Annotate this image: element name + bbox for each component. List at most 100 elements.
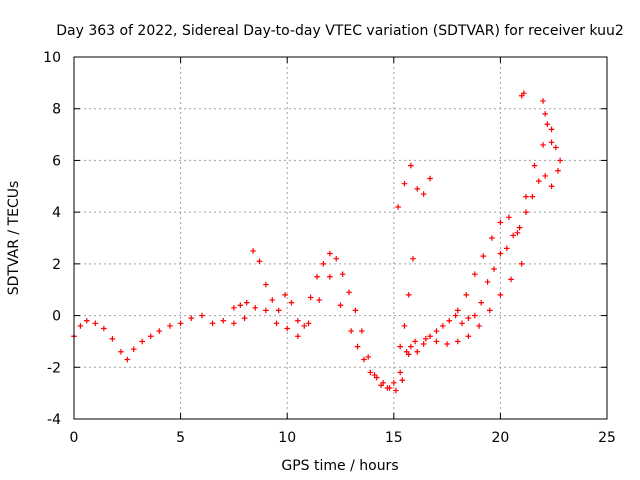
y-tick-label: 8 <box>52 102 61 118</box>
data-point <box>339 271 346 277</box>
data-point <box>478 299 485 306</box>
data-point <box>397 343 403 350</box>
data-point <box>454 307 461 314</box>
data-point <box>252 305 259 311</box>
data-point <box>548 183 555 190</box>
data-point <box>263 307 269 314</box>
data-point <box>401 180 408 187</box>
data-point <box>295 317 301 324</box>
data-point <box>508 276 514 283</box>
data-point <box>314 273 320 280</box>
chart-title: Day 363 of 2022, Sidereal Day-to-day VTE… <box>56 23 624 39</box>
x-tick-label: 25 <box>598 430 616 446</box>
data-point <box>397 369 403 376</box>
y-tick-label: 0 <box>52 309 61 325</box>
y-tick-label: 4 <box>52 205 61 221</box>
data-point <box>361 356 367 363</box>
data-point <box>410 255 416 262</box>
data-point <box>548 126 555 133</box>
data-point <box>489 235 495 241</box>
y-axis-label: SDTVAR / TECUs <box>6 181 22 296</box>
data-point <box>393 387 399 394</box>
data-point <box>521 90 527 96</box>
data-point <box>365 354 372 360</box>
data-point <box>199 312 205 319</box>
data-point <box>420 341 427 347</box>
data-point <box>333 255 340 262</box>
data-point <box>231 320 237 327</box>
data-point <box>405 292 412 298</box>
data-point <box>346 289 352 296</box>
plot-frame <box>73 56 608 420</box>
data-point <box>288 299 295 306</box>
y-tick-label: 6 <box>52 153 61 169</box>
data-point <box>92 320 99 327</box>
data-point <box>77 323 84 329</box>
data-point <box>427 333 433 340</box>
data-point <box>557 157 563 164</box>
data-point <box>535 178 542 184</box>
data-point <box>427 175 433 182</box>
data-point <box>503 245 510 252</box>
series-high-outliers <box>518 90 559 151</box>
data-point <box>256 258 263 265</box>
data-point <box>156 328 163 334</box>
data-point <box>497 292 504 298</box>
series-track-lower <box>231 261 525 394</box>
data-point <box>540 142 546 148</box>
data-point <box>352 307 359 314</box>
data-point <box>275 307 282 314</box>
data-point <box>263 281 269 288</box>
x-tick-label: 15 <box>385 430 403 446</box>
data-point <box>237 302 244 309</box>
data-point <box>167 323 173 329</box>
data-point <box>354 343 361 350</box>
data-point <box>540 98 546 104</box>
data-point <box>480 253 487 259</box>
data-point <box>542 173 548 179</box>
data-point <box>459 320 465 327</box>
x-tick-label: 20 <box>491 430 509 446</box>
series-rise-1530 <box>397 255 416 350</box>
data-point <box>518 261 525 267</box>
data-point <box>109 336 116 342</box>
data-point <box>497 250 504 257</box>
data-point <box>506 214 512 221</box>
data-point <box>327 273 333 280</box>
data-point <box>491 266 497 272</box>
data-point <box>433 338 440 345</box>
data-point <box>544 121 551 128</box>
y-tick-label: -4 <box>47 412 61 428</box>
data-point <box>177 320 184 327</box>
data-point <box>414 348 421 355</box>
data-point <box>555 167 561 174</box>
data-point <box>497 219 504 226</box>
data-point <box>124 356 131 363</box>
data-point <box>273 320 280 327</box>
data-point <box>484 279 491 285</box>
data-point <box>307 294 314 301</box>
data-point <box>130 346 137 352</box>
data-point <box>553 144 559 151</box>
data-point <box>188 315 195 321</box>
data-point <box>452 312 459 319</box>
data-point <box>408 343 414 350</box>
x-tick-label: 0 <box>70 430 79 446</box>
data-point <box>440 323 446 329</box>
data-point <box>414 186 421 192</box>
data-point <box>220 317 227 324</box>
data-point <box>301 323 308 329</box>
data-point <box>316 297 322 303</box>
series-track-upper <box>454 126 563 314</box>
data-point <box>548 139 555 146</box>
x-tick-label: 5 <box>176 430 185 446</box>
data-point <box>147 333 154 340</box>
data-point <box>523 209 529 215</box>
data-point <box>139 338 146 345</box>
data-point <box>465 333 472 340</box>
x-tick-label: 10 <box>278 430 296 446</box>
data-point <box>476 323 482 329</box>
data-point <box>101 325 107 332</box>
data-point <box>305 320 312 327</box>
